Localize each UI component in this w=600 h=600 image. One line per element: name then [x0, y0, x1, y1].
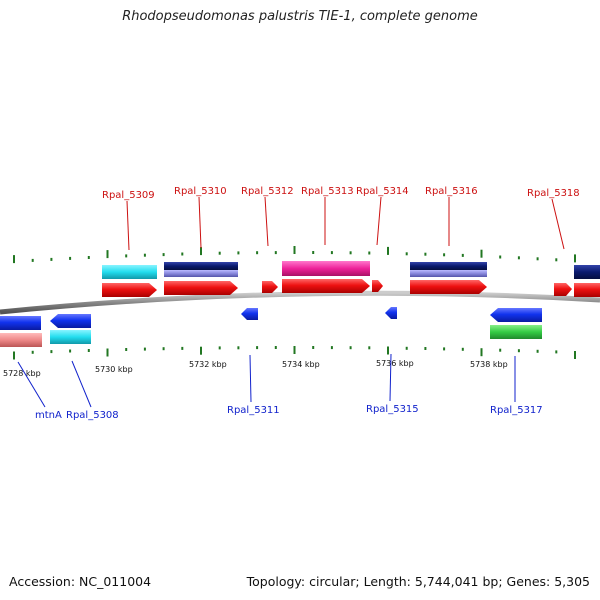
feature-navy [410, 262, 487, 270]
scale-label: 5730 kbp [95, 365, 133, 374]
gene-label[interactable]: Rpal_5311 [227, 405, 280, 416]
gene-label[interactable]: Rpal_5313 [301, 186, 354, 197]
feature-cyan [102, 265, 157, 279]
feature-navy [574, 265, 600, 279]
gene-arrow-reverse[interactable] [490, 308, 542, 322]
gene-arrow-reverse[interactable] [50, 314, 91, 328]
feature-lavender [164, 270, 238, 277]
track-upper-features [102, 261, 600, 279]
gene-label[interactable]: Rpal_5312 [241, 186, 294, 197]
scale-label: 5738 kbp [470, 360, 508, 369]
gene-arrow-forward[interactable] [102, 283, 157, 297]
gene-labels-bottom: mtnA Rpal_5308 Rpal_5311 Rpal_5315 Rpal_… [35, 404, 543, 421]
map-title: Rhodopseudomonas palustris TIE-1, comple… [122, 9, 478, 24]
feature-pink [0, 333, 42, 347]
feature-navy [164, 262, 238, 270]
gene-arrow-reverse[interactable] [385, 307, 397, 319]
leader-line [198, 196, 202, 249]
genome-summary-text: Topology: circular; Length: 5,744,041 bp… [246, 574, 590, 589]
leader-line [17, 361, 46, 408]
gene-arrow-reverse[interactable] [0, 316, 41, 330]
gene-label[interactable]: Rpal_5315 [366, 404, 419, 415]
gene-arrow-forward[interactable] [574, 283, 600, 297]
tick-row-upper [13, 246, 576, 264]
scale-label: 5728 kbp [3, 369, 41, 378]
leader-line [249, 354, 252, 403]
gene-label[interactable]: Rpal_5317 [490, 405, 543, 416]
gene-label[interactable]: Rpal_5308 [66, 410, 119, 421]
leader-lines-bottom [17, 353, 516, 408]
gene-arrow-forward[interactable] [410, 280, 487, 294]
track-reverse-genes [0, 307, 542, 330]
gene-label[interactable]: Rpal_5314 [356, 186, 409, 197]
leader-line [264, 196, 269, 247]
tick-row-lower [13, 346, 576, 360]
leader-line [376, 196, 382, 246]
feature-cyan [50, 330, 91, 344]
gene-arrow-forward[interactable] [164, 281, 238, 295]
gene-label[interactable]: Rpal_5318 [527, 188, 580, 199]
gene-arrow-forward[interactable] [262, 281, 278, 293]
leader-lines-top [126, 196, 565, 251]
feature-lavender [410, 270, 487, 277]
feature-green [490, 325, 542, 339]
gene-arrow-forward[interactable] [554, 283, 572, 296]
leader-line [126, 200, 130, 251]
feature-magenta [282, 261, 370, 276]
gene-arrow-forward[interactable] [372, 280, 383, 292]
scale-label: 5736 kbp [376, 359, 414, 368]
genome-backbone [0, 290, 600, 315]
gene-arrow-forward[interactable] [282, 279, 370, 293]
accession-text: Accession: NC_011004 [9, 574, 152, 589]
scale-label: 5734 kbp [282, 360, 320, 369]
gene-label[interactable]: Rpal_5316 [425, 186, 478, 197]
track-lower-features [0, 325, 542, 347]
gene-arrow-reverse[interactable] [241, 308, 258, 320]
leader-line [71, 360, 92, 408]
leader-line [389, 353, 392, 402]
gene-label[interactable]: mtnA [35, 410, 62, 421]
leader-line [551, 198, 565, 250]
gene-label[interactable]: Rpal_5310 [174, 186, 227, 197]
track-forward-genes [102, 279, 600, 297]
scale-label: 5732 kbp [189, 360, 227, 369]
gene-label[interactable]: Rpal_5309 [102, 190, 155, 201]
gene-labels-top: Rpal_5309 Rpal_5310 Rpal_5312 Rpal_5313 … [102, 186, 580, 201]
scale-labels: 5728 kbp 5730 kbp 5732 kbp 5734 kbp 5736… [3, 359, 508, 378]
